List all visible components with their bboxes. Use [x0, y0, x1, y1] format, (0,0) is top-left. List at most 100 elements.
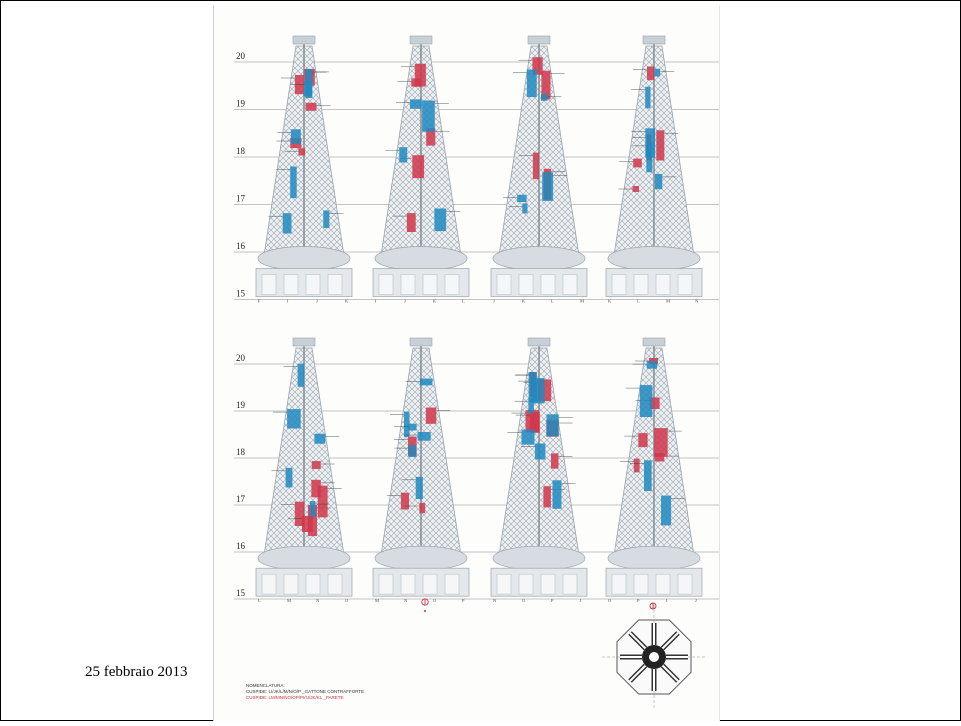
spire-drawing: 20 19 18 17 16 15 20 19 18 17 16 15 F I J K I J K L J K L M K L M N…: [234, 35, 719, 709]
level-label: 16: [236, 241, 246, 251]
level-label: 18: [236, 447, 246, 457]
damage-mark-blue: [309, 501, 316, 517]
damage-mark-red: [412, 155, 425, 179]
damage-mark-blue: [408, 445, 417, 458]
damage-mark-blue: [526, 69, 537, 98]
damage-mark-blue: [654, 173, 663, 190]
level-label: 17: [236, 494, 246, 504]
damage-mark-blue: [417, 432, 431, 441]
level-label: 19: [236, 99, 246, 109]
spire-letter: F: [258, 299, 261, 304]
damage-mark-blue: [285, 467, 293, 488]
pedestal-niche: [422, 573, 438, 595]
spire-crown: [409, 337, 433, 347]
spire-letter: L: [637, 299, 640, 304]
spire-letter: I: [287, 299, 289, 304]
spire-sculpture: [607, 545, 701, 571]
spire-letter: J: [493, 299, 495, 304]
level-label: 17: [236, 194, 246, 204]
pedestal-niche: [305, 274, 321, 295]
spire-letter: L: [462, 299, 465, 304]
pedestal-niche: [261, 274, 277, 295]
plan-buttress-core: [629, 664, 647, 682]
spire-letter: L: [551, 299, 554, 304]
pedestal-niche: [305, 573, 321, 595]
damage-mark-red: [656, 130, 665, 161]
pedestal-niche: [327, 274, 343, 295]
damage-mark-blue: [422, 100, 435, 132]
pedestal-niche: [611, 573, 627, 595]
damage-mark-blue: [646, 361, 658, 369]
damage-mark-blue: [410, 99, 422, 109]
damage-mark-blue: [399, 147, 408, 163]
spire-letter: J: [316, 299, 318, 304]
damage-mark-red: [649, 397, 660, 409]
spire-crown: [642, 35, 666, 45]
plan-core-hole: [649, 652, 659, 662]
damage-mark-red: [532, 57, 543, 75]
pedestal-niche: [327, 573, 343, 595]
spire-letter: M: [580, 299, 584, 304]
pedestal-niche: [496, 573, 512, 595]
pedestal-niche: [633, 274, 649, 295]
spire-letter: K: [608, 299, 612, 304]
damage-mark-red: [400, 492, 409, 510]
damage-mark-red: [406, 213, 416, 232]
damage-mark-blue: [639, 385, 653, 417]
pedestal-niche: [562, 573, 578, 595]
spire-letter: J: [404, 299, 406, 304]
plan-buttress-core: [661, 632, 679, 650]
spire-crown: [292, 337, 316, 347]
pedestal-niche: [496, 274, 512, 295]
spire-letter: N: [695, 299, 699, 304]
spire-letter: O: [345, 598, 349, 603]
labels-layer: 20 19 18 17 16 15 20 19 18 17 16 15 F I J K I J K L J K L M K L M N…: [236, 51, 699, 603]
spire-letter: O: [608, 598, 612, 603]
damage-mark-red: [633, 158, 642, 168]
pedestal-niche: [677, 274, 693, 295]
spire-letter: K: [433, 299, 437, 304]
damage-mark-blue: [534, 443, 546, 460]
damage-mark-blue: [419, 378, 433, 386]
damage-mark-blue: [528, 398, 534, 414]
damage-mark-blue: [297, 363, 305, 387]
spire-crown: [527, 337, 551, 347]
damage-mark-red: [654, 428, 668, 457]
damage-mark-blue: [415, 476, 423, 500]
spire-letter: J: [695, 598, 697, 603]
damage-mark-red: [414, 63, 426, 87]
spire-letter: I: [580, 598, 582, 603]
damage-mark-red: [305, 102, 317, 111]
slide-date: 25 febbraio 2013: [85, 664, 188, 680]
damage-mark-blue: [522, 203, 528, 214]
damage-mark-red: [298, 148, 306, 156]
damage-mark-blue: [661, 495, 672, 526]
pedestal-niche: [518, 573, 534, 595]
damage-mark-red: [311, 461, 321, 469]
spire-letter: I: [666, 598, 668, 603]
compass-north-icon: [421, 598, 657, 612]
damage-mark-blue: [434, 208, 447, 232]
damage-mark-blue: [645, 86, 651, 109]
damage-mark-blue: [542, 172, 554, 201]
damage-mark-blue: [290, 166, 297, 199]
damage-mark-blue: [305, 69, 313, 99]
damage-mark-red: [633, 458, 640, 473]
pedestal-niche: [562, 274, 578, 295]
pedestal-niche: [518, 274, 534, 295]
level-label: 19: [236, 400, 246, 410]
pedestal-niche: [540, 573, 556, 595]
spire-letter: N: [404, 598, 408, 603]
spire-crown: [292, 35, 316, 45]
damage-mark-red: [294, 501, 305, 526]
level-label: 20: [236, 353, 246, 363]
legend-line-1: CUSPIDE: LI/JK/L/M/N/O/P _GATTONE CONTRA…: [246, 689, 365, 694]
spire-letter: M: [375, 598, 379, 603]
spire-letter: P: [637, 598, 640, 603]
legend: NOMENCLATURA: CUSPIDE: LI/JK/L/M/N/O/P _…: [246, 683, 364, 701]
damage-mark-red: [311, 479, 321, 498]
pedestal-niche: [378, 573, 394, 595]
spire: [372, 35, 470, 297]
pedestal-niche: [540, 274, 556, 295]
marks-layer: [268, 57, 686, 537]
